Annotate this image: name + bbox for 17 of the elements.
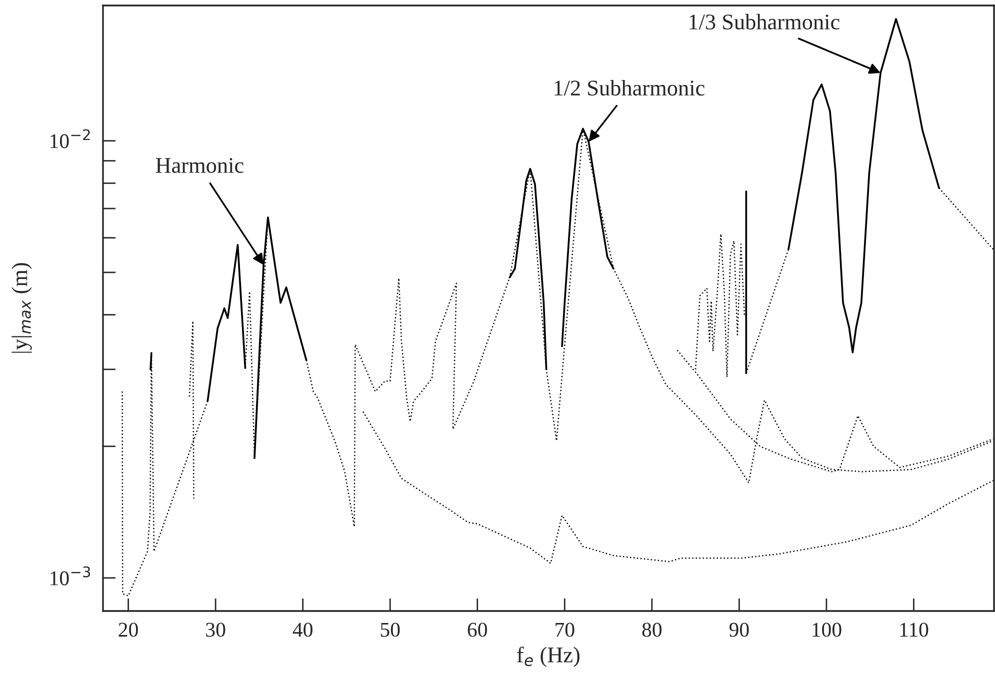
x-tick-label: 70 xyxy=(556,622,574,637)
x-axis-title: f$_{e}$ (Hz) xyxy=(517,646,580,667)
x-tick-label: 110 xyxy=(900,622,928,637)
y-tick-label: 10$^{−2}$ xyxy=(50,129,90,148)
x-tick-label: 90 xyxy=(729,622,749,637)
x-tick-label: 60 xyxy=(468,622,487,637)
x-tick-label: 20 xyxy=(118,622,138,637)
annotation: 1/2 Subharmonic xyxy=(554,80,704,96)
x-tick-label: 30 xyxy=(206,622,226,637)
annotation: 1/3 Subharmonic xyxy=(690,14,840,30)
y-tick-label: 10$^{−3}$ xyxy=(50,566,90,586)
y-axis-title: |y|$_{max}$ (m) xyxy=(12,263,32,353)
x-tick-label: 50 xyxy=(380,622,400,637)
x-tick-label: 80 xyxy=(642,622,662,637)
annotation: Harmonic xyxy=(156,158,244,173)
x-tick-label: 40 xyxy=(292,622,312,637)
x-tick-label: 100 xyxy=(812,622,842,637)
